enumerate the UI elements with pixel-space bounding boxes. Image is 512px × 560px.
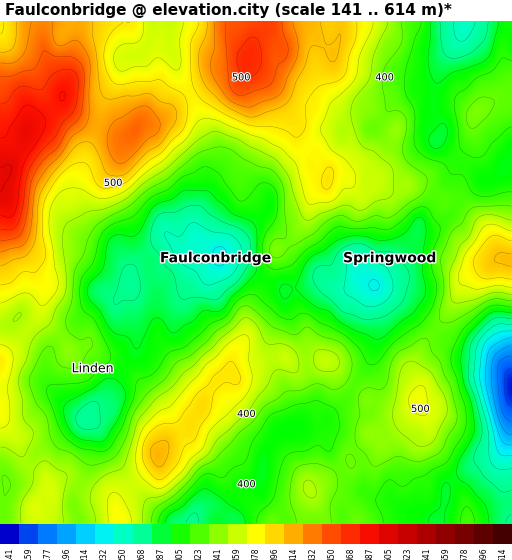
Text: 541: 541 — [422, 547, 431, 560]
Bar — [246, 524, 266, 544]
Text: 396: 396 — [270, 547, 280, 560]
Text: 505: 505 — [384, 547, 393, 560]
Bar — [474, 524, 493, 544]
Text: 323: 323 — [195, 547, 204, 560]
Text: Springwood: Springwood — [343, 251, 436, 265]
Text: 159: 159 — [24, 547, 33, 560]
Bar — [493, 524, 512, 544]
Text: Linden: Linden — [72, 362, 114, 375]
Bar — [95, 524, 114, 544]
Bar — [323, 524, 342, 544]
Text: 378: 378 — [251, 547, 261, 560]
Bar — [114, 524, 133, 544]
Text: 341: 341 — [214, 547, 223, 560]
Text: 500: 500 — [232, 72, 250, 82]
Text: 468: 468 — [346, 547, 355, 560]
Bar — [0, 524, 19, 544]
Bar — [379, 524, 398, 544]
Bar — [38, 524, 57, 544]
Text: 196: 196 — [62, 547, 71, 560]
Bar — [436, 524, 455, 544]
Bar — [304, 524, 323, 544]
Bar — [455, 524, 474, 544]
Text: 250: 250 — [119, 547, 128, 560]
Text: 214: 214 — [81, 547, 90, 560]
Text: Faulconbridge @ elevation.city (scale 141 .. 614 m)*: Faulconbridge @ elevation.city (scale 14… — [5, 3, 452, 18]
Bar — [208, 524, 227, 544]
Text: 487: 487 — [365, 547, 374, 560]
Text: 400: 400 — [237, 479, 255, 489]
Text: 523: 523 — [403, 547, 412, 560]
Text: 268: 268 — [138, 547, 147, 560]
Text: 414: 414 — [289, 547, 298, 560]
Text: 141: 141 — [5, 547, 14, 560]
Text: 614: 614 — [498, 547, 507, 560]
Text: 305: 305 — [176, 547, 185, 560]
Bar — [342, 524, 360, 544]
Text: 578: 578 — [460, 547, 469, 560]
Bar — [398, 524, 417, 544]
Text: 500: 500 — [411, 404, 430, 414]
Bar — [19, 524, 38, 544]
Bar — [76, 524, 95, 544]
Text: 177: 177 — [43, 547, 52, 560]
Text: 450: 450 — [327, 547, 336, 560]
Bar — [170, 524, 189, 544]
Bar — [57, 524, 76, 544]
Text: Faulconbridge: Faulconbridge — [160, 251, 271, 265]
Bar — [285, 524, 304, 544]
Text: 232: 232 — [100, 547, 109, 560]
Text: 432: 432 — [308, 547, 317, 560]
Bar — [360, 524, 379, 544]
Text: 359: 359 — [232, 547, 242, 560]
Bar — [417, 524, 436, 544]
Text: 400: 400 — [375, 72, 394, 82]
Text: 500: 500 — [104, 178, 122, 188]
Bar — [152, 524, 170, 544]
Text: 287: 287 — [157, 547, 166, 560]
Text: 596: 596 — [479, 547, 488, 560]
Bar — [266, 524, 285, 544]
Bar — [189, 524, 208, 544]
Text: 559: 559 — [441, 547, 450, 560]
Text: 400: 400 — [237, 409, 255, 419]
Bar — [133, 524, 152, 544]
Bar — [227, 524, 246, 544]
